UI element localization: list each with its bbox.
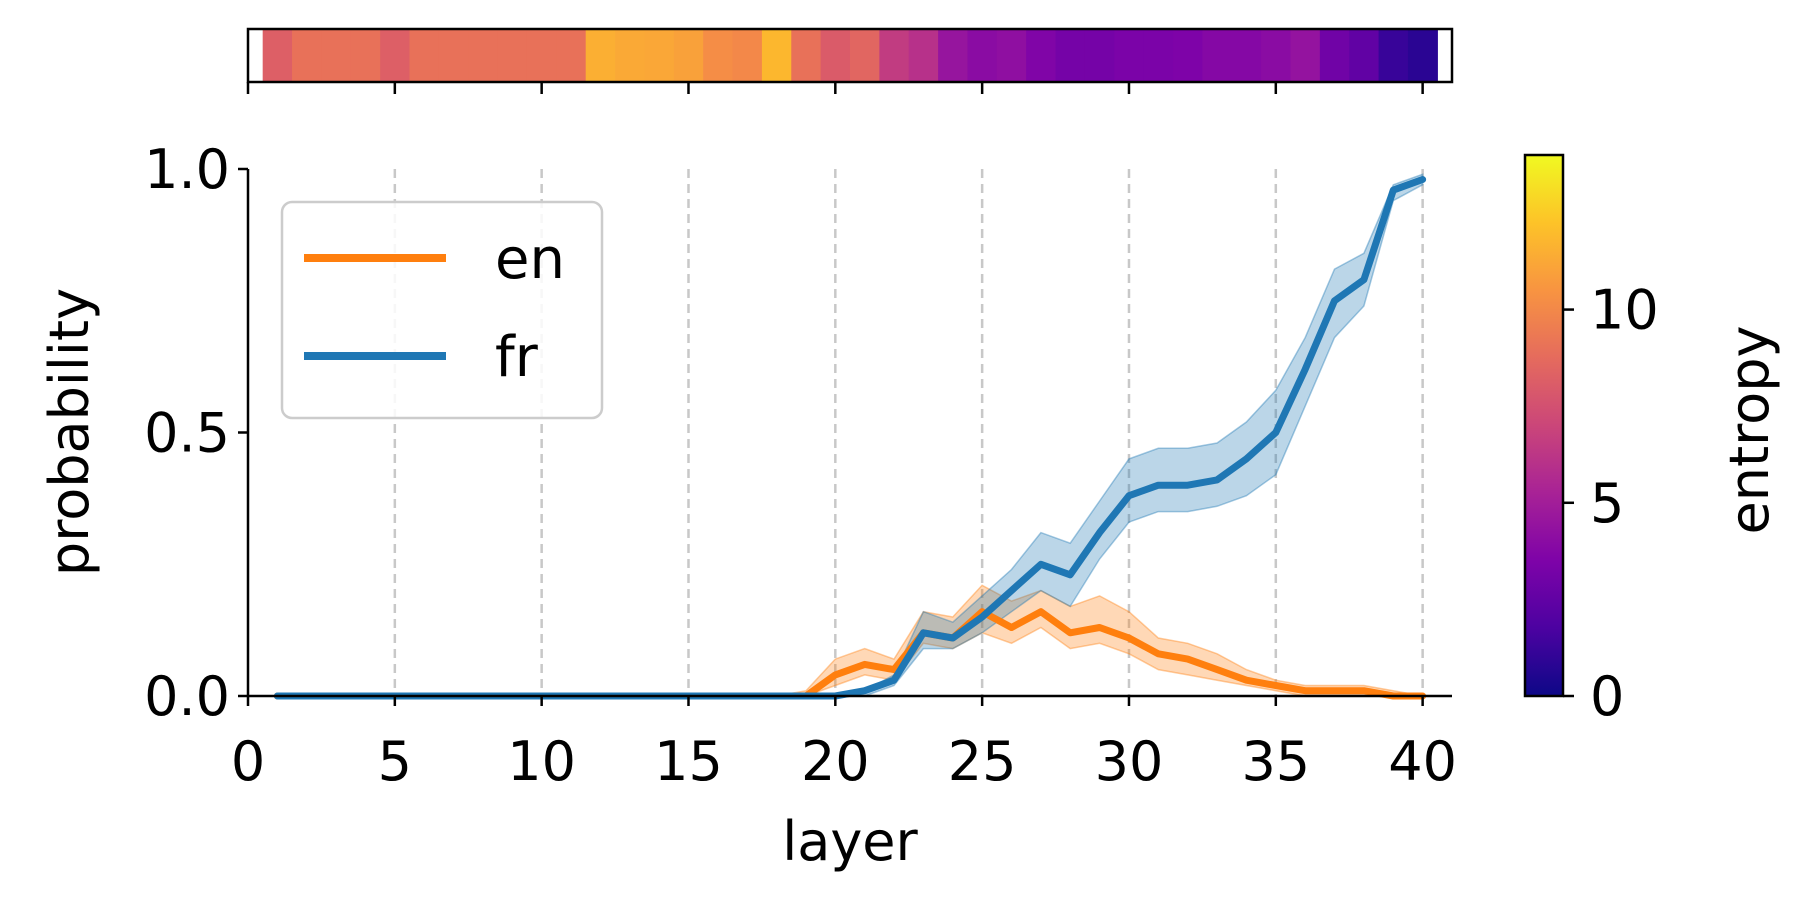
colorbar-ticks: 0 5 10: [1563, 279, 1659, 728]
entropy-cell: [438, 29, 469, 82]
grid: [393, 169, 1424, 696]
entropy-cell: [820, 29, 851, 82]
legend-label-en: en: [495, 227, 565, 292]
colorbar-tick-label: 5: [1590, 472, 1624, 535]
x-tick-label: 30: [1095, 730, 1164, 793]
entropy-cell: [1143, 29, 1174, 82]
y-tick-label: 0.5: [144, 402, 230, 465]
entropy-cell: [850, 29, 880, 82]
colorbar-label: entropy: [1718, 326, 1781, 535]
x-tick-label: 5: [378, 730, 412, 793]
entropy-cell: [615, 29, 646, 82]
entropy-cell: [1114, 29, 1145, 82]
x-tick-label: 40: [1388, 730, 1457, 793]
colorbar-tick-label: 0: [1590, 665, 1624, 728]
entropy-cell: [879, 29, 910, 82]
entropy-cell: [350, 29, 381, 82]
entropy-cell: [526, 29, 557, 82]
colorbar: [1525, 155, 1563, 696]
entropy-cell: [967, 29, 998, 82]
entropy-cell: [556, 29, 587, 82]
x-tick-label: 0: [231, 730, 265, 793]
entropy-cell: [1055, 29, 1086, 82]
colorbar-tick-label: 10: [1590, 279, 1659, 342]
x-tick-label: 25: [948, 730, 1017, 793]
x-tick-label: 35: [1241, 730, 1310, 793]
entropy-cell: [292, 29, 323, 82]
x-tick-label: 10: [507, 730, 576, 793]
y-tick-label: 0.0: [144, 665, 230, 728]
entropy-cell: [585, 29, 616, 82]
x-tick-label: 15: [654, 730, 723, 793]
legend: en fr: [280, 200, 604, 420]
legend-label-fr: fr: [495, 325, 539, 390]
entropy-cell: [1173, 29, 1203, 82]
x-axis-title: layer: [782, 810, 918, 873]
entropy-cell: [1407, 29, 1438, 82]
entropy-cell: [644, 29, 675, 82]
x-tick-label: 20: [801, 730, 870, 793]
entropy-cell: [1231, 29, 1262, 82]
entropy-cell: [262, 29, 293, 82]
entropy-cell: [497, 29, 528, 82]
x-ticks: 0 5 10 15 20 25 30 35 40: [231, 696, 1457, 793]
entropy-cell: [1349, 29, 1380, 82]
entropy-cell: [1261, 29, 1292, 82]
entropy-cell: [908, 29, 939, 82]
entropy-cell: [409, 29, 440, 82]
colorbar-frame: [1523, 153, 1565, 698]
entropy-cell: [1378, 29, 1409, 82]
entropy-cell: [938, 29, 969, 82]
entropy-cell: [673, 29, 704, 82]
entropy-cell: [703, 29, 734, 82]
entropy-strip: [262, 29, 1438, 82]
entropy-cell: [321, 29, 352, 82]
y-ticks: 0.0 0.5 1.0: [144, 138, 248, 728]
entropy-cell: [732, 29, 763, 82]
entropy-cell: [1290, 29, 1321, 82]
entropy-cell: [468, 29, 499, 82]
entropy-cell: [1026, 29, 1057, 82]
y-tick-label: 1.0: [144, 138, 230, 201]
entropy-cell: [761, 29, 792, 82]
entropy-cell: [380, 29, 411, 82]
entropy-cell: [1202, 29, 1233, 82]
entropy-cell: [791, 29, 822, 82]
entropy-cell: [996, 29, 1027, 82]
entropy-strip-frame: [246, 27, 1454, 84]
entropy-cell: [1319, 29, 1350, 82]
entropy-strip-ticks: [246, 82, 1424, 94]
entropy-cell: [1084, 29, 1115, 82]
y-axis-title: probability: [38, 288, 101, 576]
